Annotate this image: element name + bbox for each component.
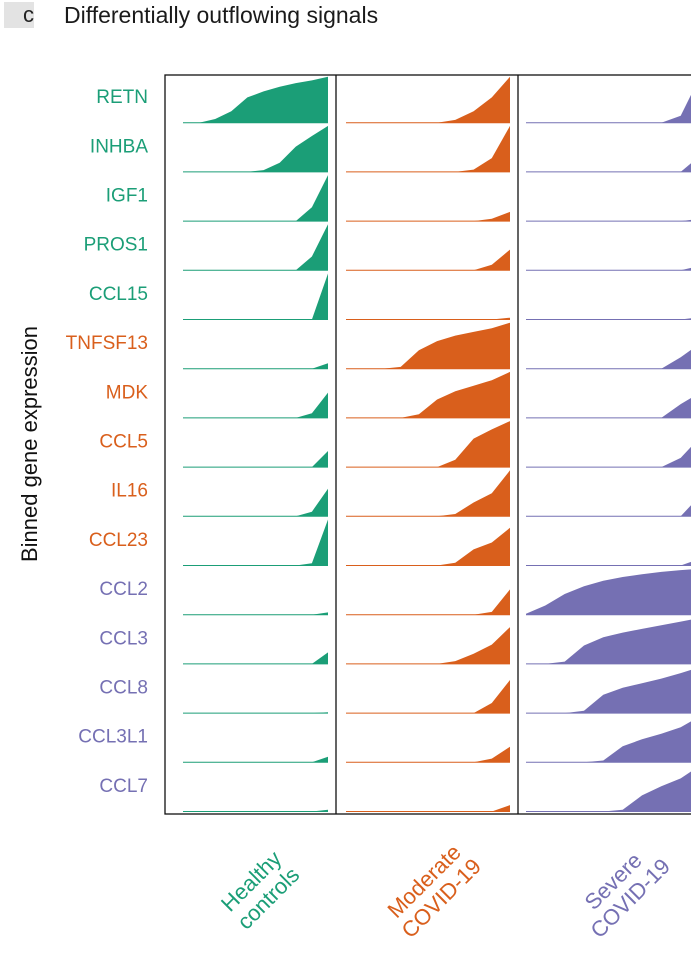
gene-label-ccl3: CCL3 — [99, 628, 148, 649]
ridge-area-ccl2-severe — [526, 569, 691, 615]
ridge-area-ccl8-severe — [526, 669, 691, 714]
ridge-area-ccl3-healthy — [183, 652, 328, 664]
ridge-area-ccl3l1-severe — [526, 721, 691, 763]
ridge-area-retn-severe — [526, 94, 691, 123]
ridge-area-retn-healthy — [183, 76, 328, 123]
column-label-healthy: Healthycontrols — [215, 845, 304, 934]
ridge-area-mdk-severe — [526, 397, 691, 418]
ridge-area-ccl23-severe — [526, 561, 691, 566]
gene-label-mdk: MDK — [106, 382, 149, 403]
ridge-area-mdk-moderate — [346, 371, 510, 418]
gene-label-ccl7: CCL7 — [99, 776, 148, 797]
ridge-area-ccl5-severe — [526, 446, 691, 468]
ridge-area-ccl3l1-moderate — [346, 746, 510, 763]
gene-label-il16: IL16 — [111, 481, 148, 502]
panel-letter: c — [4, 2, 34, 28]
gene-label-ccl15: CCL15 — [89, 284, 148, 305]
column-label-moderate: ModerateCOVID-19 — [379, 836, 486, 943]
ridge-area-ccl5-moderate — [346, 421, 510, 468]
ridge-area-igf1-moderate — [346, 211, 510, 222]
gene-label-retn: RETN — [96, 87, 148, 108]
ridge-area-tnfsf13-healthy — [183, 363, 328, 369]
ridge-area-pros1-moderate — [346, 249, 510, 271]
ridge-area-ccl3l1-healthy — [183, 756, 328, 763]
ridge-area-pros1-healthy — [183, 224, 328, 271]
chart-title: Differentially outflowing signals — [64, 2, 379, 28]
gene-label-ccl8: CCL8 — [99, 678, 148, 699]
ridge-area-ccl3-moderate — [346, 627, 510, 664]
ridge-area-pros1-severe — [526, 267, 691, 271]
column-label-severe: SevereCOVID-19 — [568, 836, 675, 943]
ridge-area-il16-healthy — [183, 488, 328, 517]
gene-label-ccl23: CCL23 — [89, 530, 148, 551]
ridge-area-igf1-healthy — [183, 175, 328, 222]
ridge-area-inhba-moderate — [346, 125, 510, 172]
ridge-area-ccl2-moderate — [346, 589, 510, 615]
gene-label-igf1: IGF1 — [106, 186, 148, 207]
ridge-area-ccl23-healthy — [183, 519, 328, 566]
ridge-area-tnfsf13-moderate — [346, 322, 510, 369]
gene-label-tnfsf13: TNFSF13 — [66, 333, 148, 354]
ridge-area-inhba-severe — [526, 163, 691, 172]
ridge-area-ccl23-moderate — [346, 527, 510, 566]
plot-frame — [164, 74, 691, 815]
ridge-area-inhba-healthy — [183, 125, 328, 172]
ridge-area-mdk-healthy — [183, 392, 328, 418]
ridge-area-ccl7-severe — [526, 771, 691, 812]
ridge-area-ccl3-severe — [526, 619, 691, 664]
gene-label-ccl3l1: CCL3L1 — [78, 727, 148, 748]
ridge-area-il16-severe — [526, 505, 691, 517]
ridge-area-ccl7-moderate — [346, 805, 510, 812]
gene-label-pros1: PROS1 — [84, 235, 148, 256]
ridge-area-retn-moderate — [346, 76, 510, 123]
gene-label-ccl2: CCL2 — [99, 579, 148, 600]
ridge-area-ccl15-healthy — [183, 273, 328, 320]
gene-label-ccl5: CCL5 — [99, 432, 148, 453]
ridge-area-il16-moderate — [346, 470, 510, 517]
ridge-area-tnfsf13-severe — [526, 349, 691, 369]
gene-label-inhba: INHBA — [90, 136, 148, 157]
ridge-area-ccl8-moderate — [346, 680, 510, 714]
ridge-area-ccl5-healthy — [183, 451, 328, 468]
